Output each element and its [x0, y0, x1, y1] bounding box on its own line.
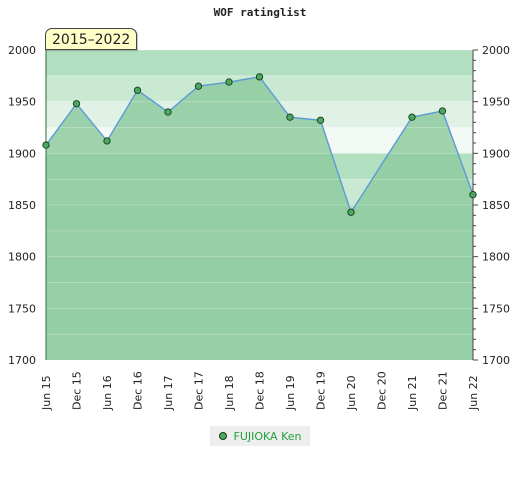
y-tick-label: 1950: [482, 96, 510, 109]
axes: [45, 49, 478, 361]
x-tick-label: Jun 15: [40, 375, 53, 411]
data-point: [286, 113, 294, 121]
data-point: [72, 100, 81, 108]
y-tick-label: 1750: [482, 302, 510, 315]
y-tick-label: 1800: [8, 251, 36, 264]
grid-lines: [46, 49, 473, 335]
x-tick-label: Jun 16: [101, 375, 114, 411]
data-point: [103, 137, 111, 145]
data-point: [225, 78, 233, 86]
x-tick-label: Jun 20: [345, 375, 358, 411]
y-axis-left-labels: 1700 1750 1800 1850 1900 1950 2000: [8, 44, 36, 367]
data-point: [469, 191, 477, 199]
data-point: [316, 116, 325, 124]
x-tick-label: Dec 17: [193, 371, 206, 410]
background-band: [46, 50, 473, 76]
series-area: [46, 76, 473, 360]
legend: FUJIOKA Ken: [210, 426, 310, 446]
x-tick-label: Jun 22: [467, 375, 480, 411]
data-point: [42, 141, 50, 149]
y-tick-label: 1900: [482, 147, 510, 160]
data-point: [347, 208, 355, 216]
x-tick-label: Jun 19: [284, 375, 297, 411]
series-markers: [42, 73, 477, 216]
y-tick-label: 1700: [8, 354, 36, 367]
data-point: [194, 82, 203, 90]
y-tick-label: 1900: [8, 147, 36, 160]
y-tick-label: 1950: [8, 96, 36, 109]
x-tick-label: Dec 20: [376, 371, 389, 410]
data-point: [408, 113, 416, 121]
area-fill: [46, 76, 473, 360]
x-tick-label: Jun 21: [406, 375, 419, 411]
y-tick-label: 2000: [482, 44, 510, 57]
y-tick-label: 1750: [8, 302, 36, 315]
series-line-path: [45, 76, 474, 214]
x-tick-label: Dec 21: [437, 371, 450, 410]
data-point: [133, 86, 142, 94]
chart-title: WOF ratinglist: [213, 6, 307, 19]
x-tick-label: Jun 17: [162, 375, 175, 411]
series-line: [45, 76, 474, 214]
y-tick-label: 1850: [8, 199, 36, 212]
x-tick-label: Dec 19: [315, 371, 328, 410]
x-tick-label: Dec 15: [71, 371, 84, 410]
x-axis-labels: Jun 15 Dec 15 Jun 16 Dec 16 Jun 17 Dec 17 Jun …: [40, 371, 480, 411]
y-tick-label: 1800: [482, 251, 510, 264]
x-tick-label: Dec 18: [254, 371, 267, 410]
y-tick-label: 1700: [482, 354, 510, 367]
legend-marker-icon: [218, 432, 227, 440]
x-tick-label: Dec 16: [132, 371, 145, 410]
y-tick-label: 1850: [482, 199, 510, 212]
y-tick-label: 2000: [8, 44, 36, 57]
x-tick-label: Jun 18: [223, 375, 236, 411]
y-axis-right-labels: 1700 1750 1800 1850 1900 1950 2000: [482, 44, 510, 367]
period-badge: 2015–2022: [45, 28, 138, 50]
data-point: [164, 108, 172, 116]
data-point: [438, 107, 447, 115]
legend-label: FUJIOKA Ken: [233, 429, 302, 443]
data-point: [255, 73, 264, 81]
